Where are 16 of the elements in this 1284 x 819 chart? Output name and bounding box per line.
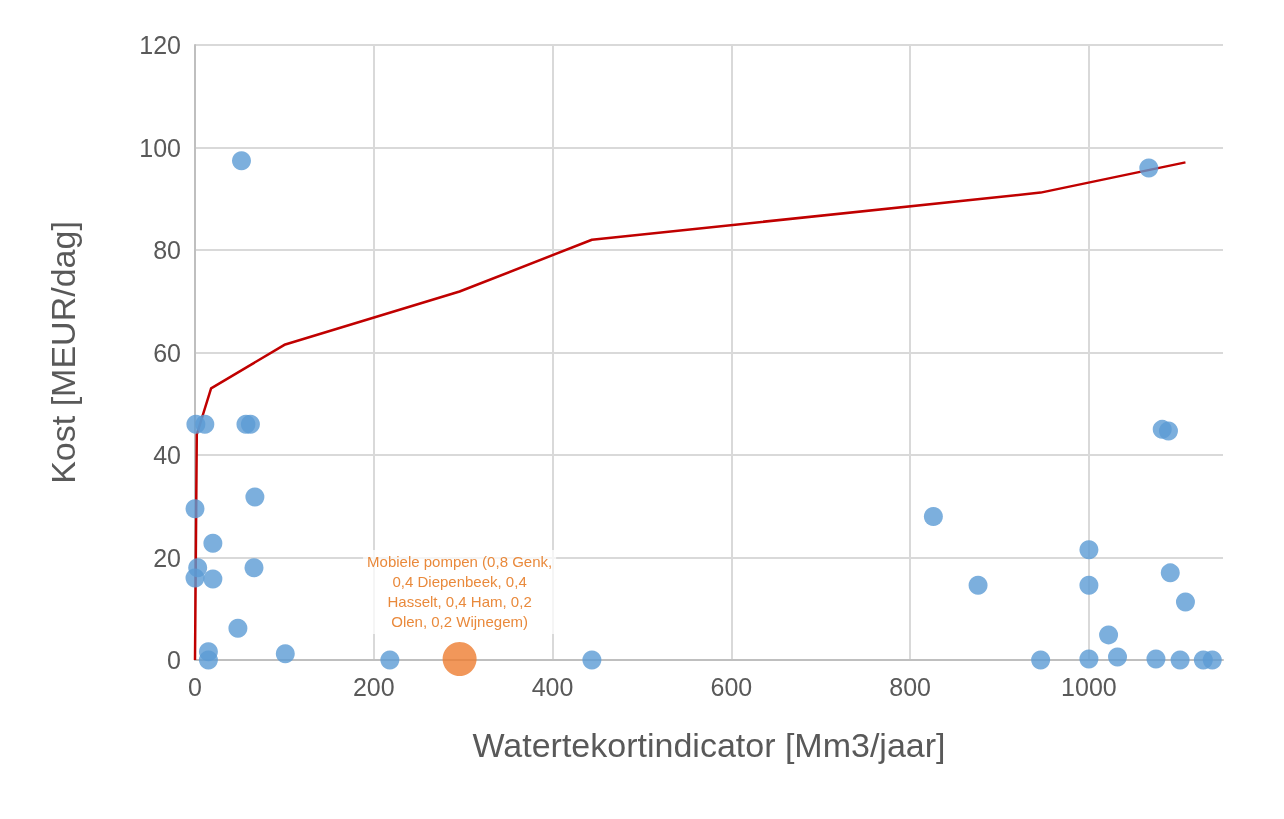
y-tick-label: 20 [153, 543, 181, 572]
y-tick-label: 60 [153, 338, 181, 367]
y-tick-label: 0 [167, 646, 181, 674]
annotation: Mobiele pompen (0,8 Genk, 0,4 Diepenbeek, 0,4 Hasselt, 0,4 Ham, 0,2 Olen, 0,2 Wijnegem) [367, 553, 553, 631]
x-tick-label: 800 [889, 672, 931, 701]
x-tick-label: 200 [352, 672, 395, 701]
x-tick-label: 600 [710, 672, 753, 701]
x-axis-title: Watertekortindicator [Mm3/jaar] [472, 726, 946, 764]
y-axis-title: Kost [MEUR/dag] [44, 221, 82, 484]
x-tick-label: 1000 [1061, 672, 1117, 701]
y-tick-label: 80 [153, 236, 181, 264]
y-tick-label: 120 [139, 31, 181, 59]
x-tick-label: 0 [188, 672, 202, 701]
x-tick-label: 400 [531, 672, 574, 701]
y-tick-label: 100 [139, 133, 181, 162]
y-tick-label: 40 [153, 441, 181, 469]
